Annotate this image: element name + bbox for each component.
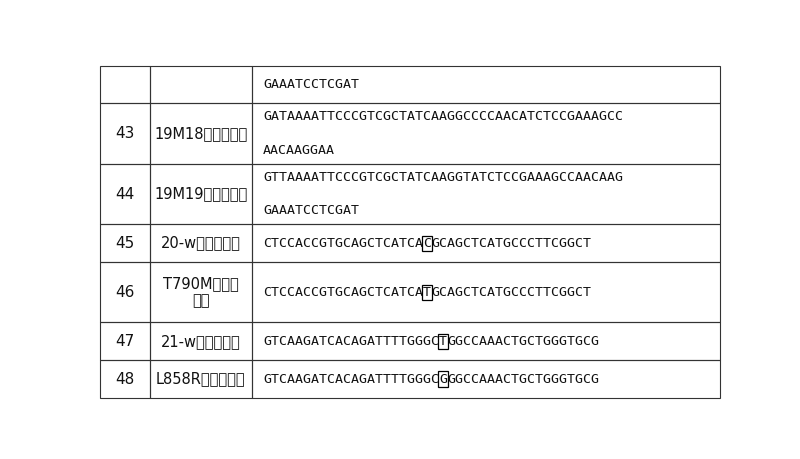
Text: CTCCACCGTGCAGCTCATCA: CTCCACCGTGCAGCTCATCA	[263, 237, 423, 250]
Bar	[252, 66, 720, 103]
Text: C: C	[423, 237, 431, 250]
Text: T: T	[439, 335, 447, 348]
Text: GGCCAAACTGCTGGGTGCG: GGCCAAACTGCTGGGTGCG	[447, 373, 599, 386]
Text: 43: 43	[115, 126, 134, 141]
Bar	[252, 164, 720, 224]
Text: 46: 46	[115, 285, 134, 300]
Bar	[100, 322, 150, 360]
Text: GTCAAGATCACAGATTTTGGGC: GTCAAGATCACAGATTTTGGGC	[263, 335, 439, 348]
Bar	[150, 103, 252, 164]
Text: L858R（突变型）: L858R（突变型）	[156, 371, 246, 386]
Bar	[150, 322, 252, 360]
Bar	[150, 262, 252, 322]
Text: 47: 47	[115, 334, 134, 349]
Text: CTCCACCGTGCAGCTCATCA: CTCCACCGTGCAGCTCATCA	[263, 285, 423, 299]
Bar	[150, 224, 252, 262]
Text: GGCCAAACTGCTGGGTGCG: GGCCAAACTGCTGGGTGCG	[447, 335, 599, 348]
Text: 20-w（野生型）: 20-w（野生型）	[161, 235, 241, 251]
Bar	[100, 262, 150, 322]
Bar	[100, 66, 150, 103]
Text: AACAAGGAA: AACAAGGAA	[263, 144, 335, 157]
Bar	[252, 103, 720, 164]
Bar	[100, 103, 150, 164]
Text: 48: 48	[115, 371, 134, 386]
Text: T: T	[423, 285, 431, 299]
Text: GCAGCTCATGCCCTTCGGCT: GCAGCTCATGCCCTTCGGCT	[431, 237, 591, 250]
Text: GAAATCCTCGAT: GAAATCCTCGAT	[263, 78, 359, 91]
Bar	[100, 164, 150, 224]
Bar	[100, 360, 150, 398]
Bar	[150, 360, 252, 398]
Bar	[150, 164, 252, 224]
Text: GTTAAAATTCCCGTCGCTATCAAGGTATCTCCGAAAGCCAACAAG: GTTAAAATTCCCGTCGCTATCAAGGTATCTCCGAAAGCCA…	[263, 171, 623, 184]
Text: 44: 44	[115, 186, 134, 202]
Text: 19M18（突变型）: 19M18（突变型）	[154, 126, 247, 141]
Text: GTCAAGATCACAGATTTTGGGC: GTCAAGATCACAGATTTTGGGC	[263, 373, 439, 386]
Text: T790M（突变
型）: T790M（突变 型）	[163, 276, 238, 308]
Text: G: G	[439, 373, 447, 386]
Bar	[252, 322, 720, 360]
Bar	[150, 66, 252, 103]
Bar	[252, 360, 720, 398]
Bar	[252, 262, 720, 322]
Text: GAAATCCTCGAT: GAAATCCTCGAT	[263, 204, 359, 218]
Bar	[252, 224, 720, 262]
Text: GATAAAATTCCCGTCGCTATCAAGGCCCCAACATCTCCGAAAGCC: GATAAAATTCCCGTCGCTATCAAGGCCCCAACATCTCCGA…	[263, 110, 623, 123]
Text: GCAGCTCATGCCCTTCGGCT: GCAGCTCATGCCCTTCGGCT	[431, 285, 591, 299]
Bar	[100, 224, 150, 262]
Text: 19M19（突变型）: 19M19（突变型）	[154, 186, 247, 202]
Text: 21-w（野生型）: 21-w（野生型）	[161, 334, 241, 349]
Text: 45: 45	[115, 235, 134, 251]
